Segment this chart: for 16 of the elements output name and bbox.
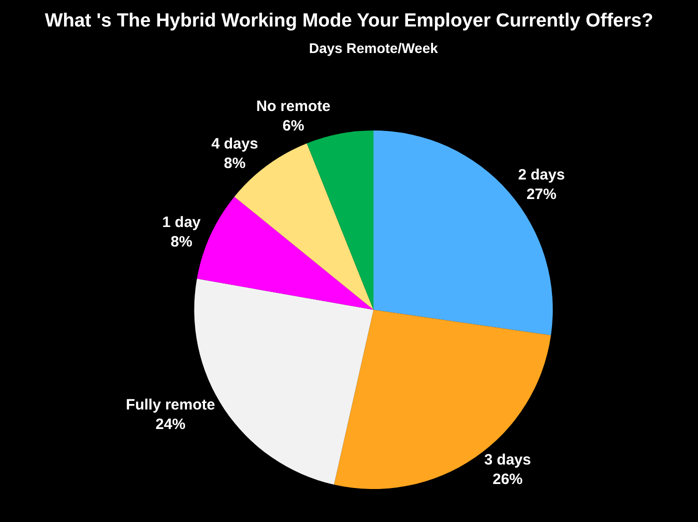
chart-subtitle: Days Remote/Week (309, 40, 438, 56)
slice-label: 4 days (211, 135, 258, 152)
slice-label: 1 day (162, 214, 202, 231)
slice-label: No remote (256, 98, 330, 115)
slice-label: Fully remote (126, 396, 216, 414)
data-label: 27% (526, 186, 556, 203)
data-label: 26% (492, 471, 523, 488)
pie-slice (306, 130, 374, 310)
slice-label: 2 days (518, 166, 565, 184)
data-label: 6% (282, 117, 304, 134)
data-label: 8% (224, 154, 246, 172)
data-label: 24% (156, 416, 186, 433)
pie-slice (334, 310, 551, 489)
data-label: 8% (170, 233, 192, 250)
slice-label: 3 days (484, 452, 531, 469)
chart-title: What 's The Hybrid Working Mode Your Employer Currently Offers? (44, 10, 654, 32)
